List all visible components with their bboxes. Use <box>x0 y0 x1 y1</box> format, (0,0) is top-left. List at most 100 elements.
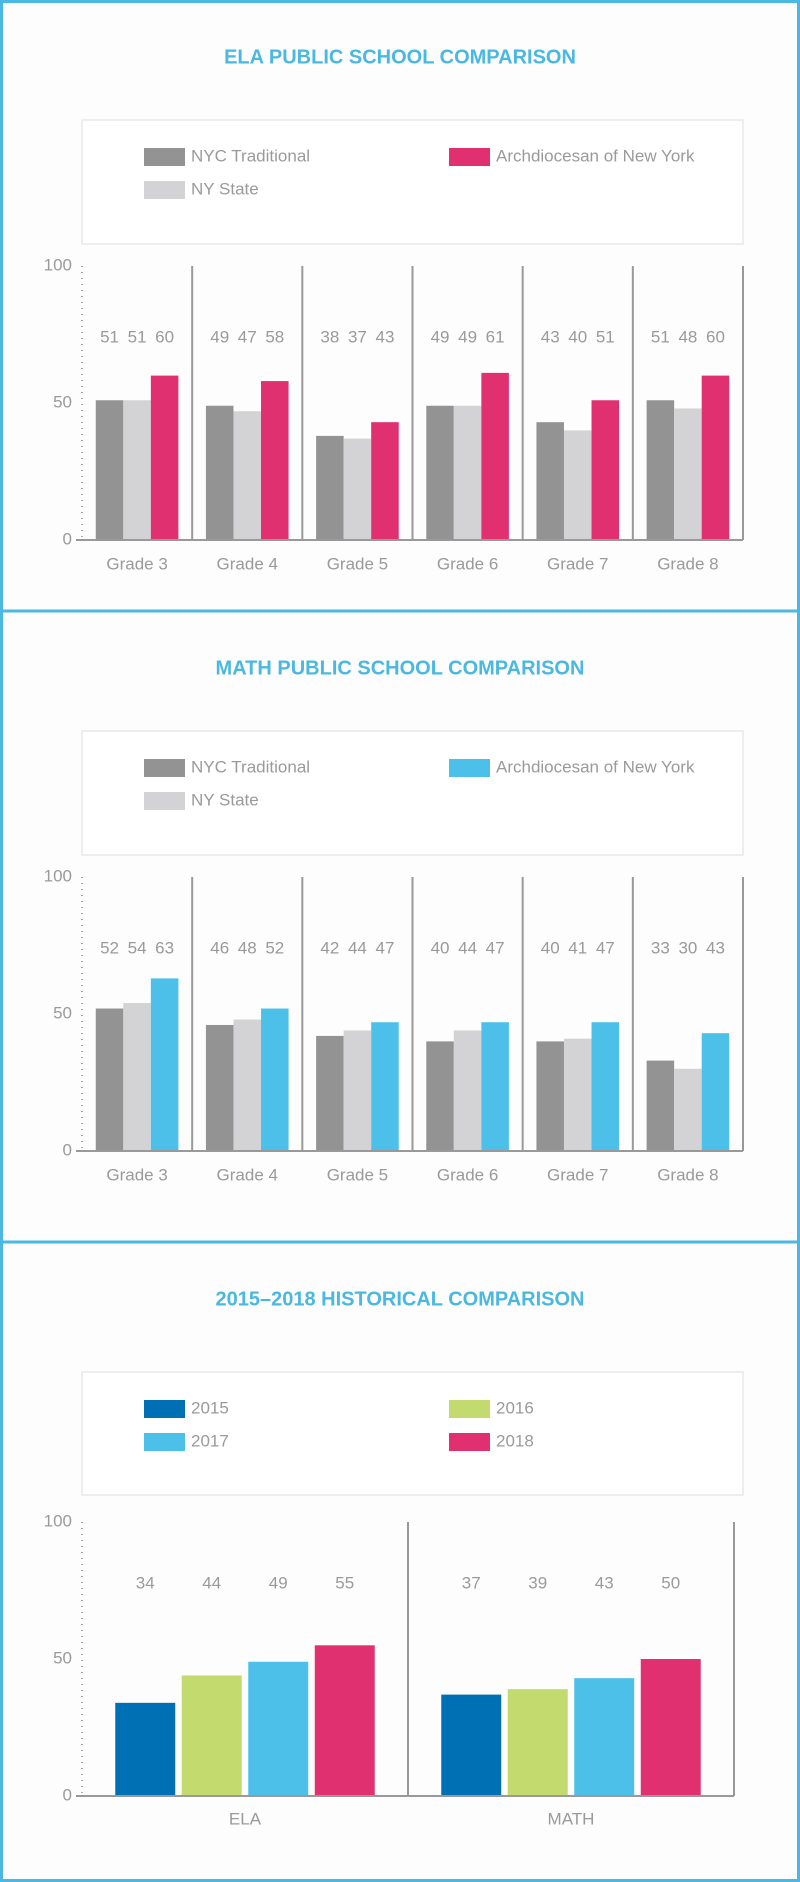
bar <box>536 422 564 540</box>
x-tick-label: Grade 3 <box>106 554 167 573</box>
bar <box>591 400 620 540</box>
x-tick-label: Grade 5 <box>327 554 388 573</box>
legend-label: NYC Traditional <box>191 146 310 165</box>
value-label: 43 <box>706 938 725 957</box>
value-label: 34 <box>136 1573 155 1592</box>
legend-swatch <box>144 148 185 166</box>
value-label: 46 <box>210 938 229 957</box>
x-tick-label: Grade 8 <box>657 1165 718 1184</box>
legend-label: NYC Traditional <box>191 757 310 776</box>
bar <box>233 411 262 540</box>
legend-swatch <box>449 1433 490 1451</box>
bar <box>248 1661 309 1796</box>
y-tick-label: 50 <box>53 1003 72 1022</box>
value-label: 37 <box>348 327 367 346</box>
y-tick-label: 0 <box>63 529 72 548</box>
bar <box>640 1659 701 1796</box>
x-tick-label: Grade 7 <box>547 554 608 573</box>
legend-label: 2018 <box>496 1431 534 1450</box>
value-label: 43 <box>541 327 560 346</box>
value-label: 39 <box>528 1573 547 1592</box>
bar <box>371 1022 399 1151</box>
value-label: 49 <box>458 327 477 346</box>
legend-swatch <box>144 792 185 810</box>
value-label: 47 <box>375 938 394 957</box>
bar <box>316 1035 344 1151</box>
bar <box>95 1008 124 1151</box>
bar <box>591 1022 620 1151</box>
value-label: 51 <box>651 327 670 346</box>
legend-box <box>81 119 744 245</box>
bar <box>646 1060 675 1151</box>
bar <box>574 1678 635 1796</box>
bar <box>261 1008 289 1151</box>
value-label: 60 <box>155 327 174 346</box>
bar <box>701 375 730 540</box>
value-label: 47 <box>596 938 615 957</box>
value-label: 52 <box>100 938 119 957</box>
value-label: 58 <box>265 327 284 346</box>
bar <box>205 405 234 540</box>
y-tick-label: 50 <box>53 1648 72 1667</box>
legend-box <box>81 730 744 856</box>
x-tick-label: Grade 5 <box>327 1165 388 1184</box>
bar <box>316 435 344 540</box>
bar <box>674 1068 702 1151</box>
value-label: 33 <box>651 938 670 957</box>
value-label: 44 <box>348 938 367 957</box>
legend-label: Archdiocesan of New York <box>496 146 695 165</box>
value-label: 37 <box>462 1573 481 1592</box>
chart-title: ELA PUBLIC SCHOOL COMPARISON <box>224 46 576 68</box>
bar <box>205 1024 234 1151</box>
bar <box>314 1645 375 1796</box>
x-tick-label: Grade 7 <box>547 1165 608 1184</box>
value-label: 49 <box>269 1573 288 1592</box>
legend-label: NY State <box>191 179 259 198</box>
value-label: 49 <box>431 327 450 346</box>
legend-label: NY State <box>191 790 259 809</box>
bar <box>123 400 151 540</box>
legend-swatch <box>449 759 490 777</box>
legend-swatch <box>449 1400 490 1418</box>
x-tick-label: Grade 3 <box>106 1165 167 1184</box>
legend-swatch <box>144 1433 185 1451</box>
x-tick-label: ELA <box>229 1809 262 1828</box>
bar <box>646 400 675 540</box>
value-label: 50 <box>661 1573 680 1592</box>
bar <box>563 430 592 540</box>
bar <box>507 1689 568 1796</box>
value-label: 41 <box>568 938 587 957</box>
chart-title: MATH PUBLIC SCHOOL COMPARISON <box>216 657 585 679</box>
bar <box>563 1038 592 1151</box>
value-label: 54 <box>128 938 147 957</box>
bar <box>343 438 372 540</box>
bar <box>343 1030 372 1151</box>
value-label: 47 <box>238 327 257 346</box>
y-tick-label: 50 <box>53 392 72 411</box>
legend-box <box>81 1371 744 1496</box>
bar <box>453 405 482 540</box>
y-tick-label: 100 <box>44 255 72 274</box>
bar <box>150 978 179 1151</box>
bar <box>674 408 702 540</box>
value-label: 40 <box>431 938 450 957</box>
y-tick-label: 100 <box>44 866 72 885</box>
bar <box>426 1041 454 1151</box>
legend-swatch <box>144 759 185 777</box>
bar <box>233 1019 262 1151</box>
bar <box>441 1694 502 1796</box>
bar <box>371 422 399 540</box>
bar <box>150 375 179 540</box>
legend-swatch <box>144 1400 185 1418</box>
x-tick-label: Grade 4 <box>217 554 278 573</box>
legend-swatch <box>144 181 185 199</box>
x-tick-label: MATH <box>548 1809 595 1828</box>
bar <box>481 372 509 540</box>
value-label: 38 <box>320 327 339 346</box>
chart-title: 2015–2018 HISTORICAL COMPARISON <box>215 1288 584 1310</box>
value-label: 44 <box>458 938 477 957</box>
value-label: 40 <box>568 327 587 346</box>
